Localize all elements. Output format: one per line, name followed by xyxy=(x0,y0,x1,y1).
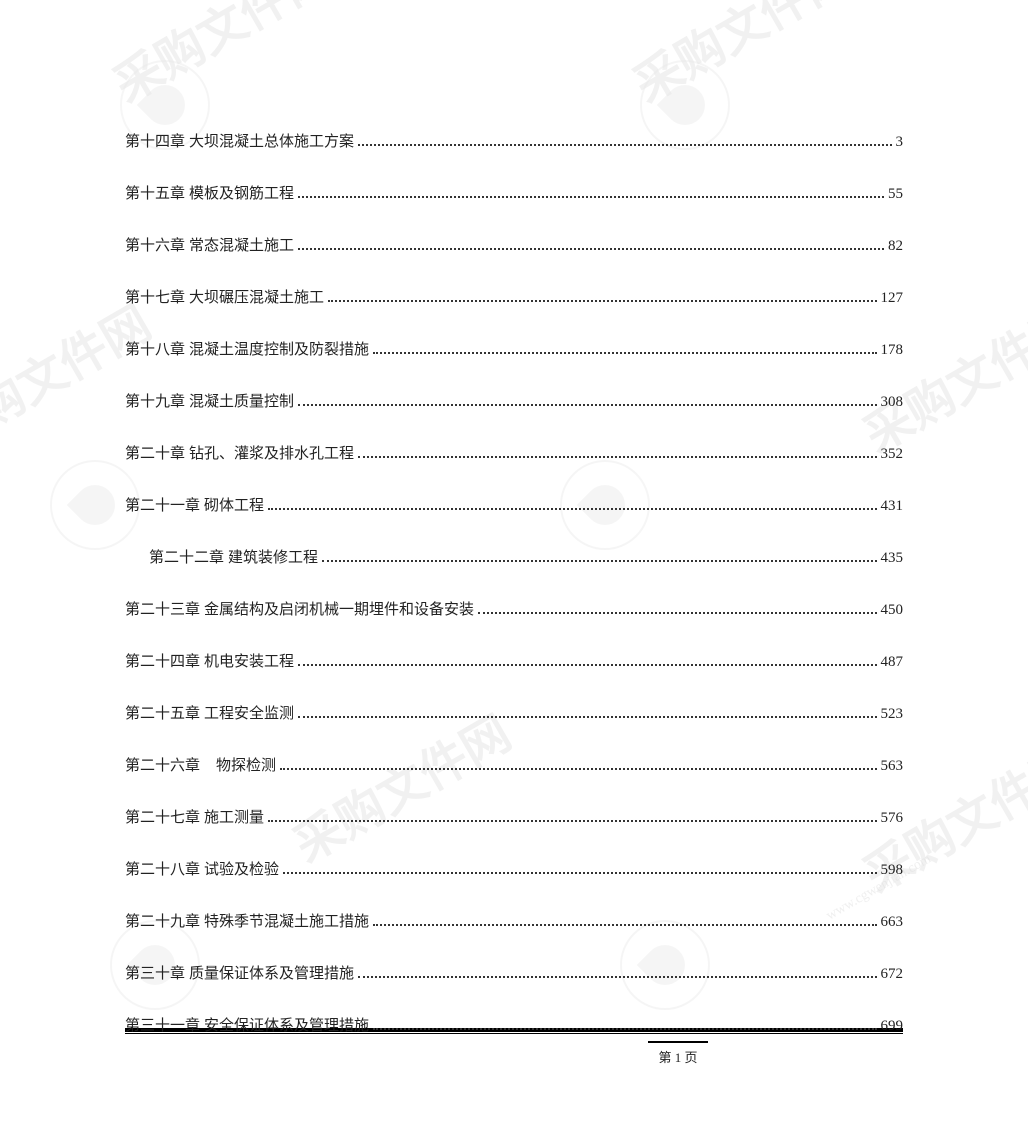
toc-page-number: 127 xyxy=(881,286,904,310)
toc-title: 混凝土温度控制及防裂措施 xyxy=(189,338,369,362)
toc-leader-dots xyxy=(298,716,876,718)
toc-page-number: 576 xyxy=(881,806,904,830)
toc-title: 大坝碾压混凝土施工 xyxy=(189,286,324,310)
toc-chapter: 第二十六章 xyxy=(125,754,200,778)
toc-chapter: 第二十四章 xyxy=(125,650,200,674)
toc-page-number: 431 xyxy=(881,494,904,518)
toc-title: 特殊季节混凝土施工措施 xyxy=(204,910,369,934)
page-number-text: 第 1 页 xyxy=(648,1047,708,1066)
toc-leader-dots xyxy=(358,976,876,978)
toc-chapter: 第二十三章 xyxy=(125,598,200,622)
toc-chapter: 第十五章 xyxy=(125,182,185,206)
toc-chapter: 第二十章 xyxy=(125,442,185,466)
toc-title: 施工测量 xyxy=(204,806,264,830)
toc-entry: 第二十三章 金属结构及启闭机械一期埋件和设备安装 450 xyxy=(125,598,903,622)
toc-leader-dots xyxy=(298,664,876,666)
toc-entry: 第二十四章 机电安装工程 487 xyxy=(125,650,903,674)
toc-entry: 第二十五章 工程安全监测 523 xyxy=(125,702,903,726)
toc-chapter: 第十四章 xyxy=(125,130,185,154)
toc-page-number: 178 xyxy=(881,338,904,362)
toc-chapter: 第二十五章 xyxy=(125,702,200,726)
toc-entry: 第二十六章 物探检测 563 xyxy=(125,754,903,778)
toc-page-number: 699 xyxy=(881,1014,904,1038)
toc-leader-dots xyxy=(373,1028,876,1030)
toc-entry: 第十九章 混凝土质量控制 308 xyxy=(125,390,903,414)
toc-chapter: 第二十七章 xyxy=(125,806,200,830)
toc-leader-dots xyxy=(283,872,876,874)
page-number-line xyxy=(648,1041,708,1043)
toc-chapter: 第二十一章 xyxy=(125,494,200,518)
toc-leader-dots xyxy=(328,300,876,302)
toc-leader-dots xyxy=(358,144,891,146)
toc-page-number: 523 xyxy=(881,702,904,726)
toc-entry: 第三十一章 安全保证体系及管理措施 699 xyxy=(125,1014,903,1038)
toc-leader-dots xyxy=(373,352,876,354)
toc-page-number: 663 xyxy=(881,910,904,934)
toc-page-number: 563 xyxy=(881,754,904,778)
toc-chapter: 第二十二章 xyxy=(149,546,224,570)
toc-chapter: 第十七章 xyxy=(125,286,185,310)
toc-title: 常态混凝土施工 xyxy=(189,234,294,258)
toc-title: 物探检测 xyxy=(216,754,276,778)
toc-leader-dots xyxy=(298,404,876,406)
toc-title: 机电安装工程 xyxy=(204,650,294,674)
toc-page-number: 308 xyxy=(881,390,904,414)
toc-chapter: 第十八章 xyxy=(125,338,185,362)
toc-entry: 第二十八章 试验及检验 598 xyxy=(125,858,903,882)
toc-container: 第十四章 大坝混凝土总体施工方案 3 第十五章 模板及钢筋工程 55 第十六章 … xyxy=(0,0,1028,1038)
footer-page-number: 第 1 页 xyxy=(648,1041,708,1066)
toc-title: 试验及检验 xyxy=(204,858,279,882)
toc-page-number: 598 xyxy=(881,858,904,882)
toc-chapter: 第十六章 xyxy=(125,234,185,258)
toc-title: 质量保证体系及管理措施 xyxy=(189,962,354,986)
toc-page-number: 435 xyxy=(881,546,904,570)
toc-title: 安全保证体系及管理措施 xyxy=(204,1014,369,1038)
toc-chapter: 第三十章 xyxy=(125,962,185,986)
toc-leader-dots xyxy=(298,196,884,198)
toc-page-number: 352 xyxy=(881,442,904,466)
toc-entry: 第二十二章 建筑装修工程 435 xyxy=(149,546,903,570)
toc-leader-dots xyxy=(298,248,884,250)
toc-entry: 第三十章 质量保证体系及管理措施 672 xyxy=(125,962,903,986)
toc-chapter: 第二十九章 xyxy=(125,910,200,934)
toc-entry: 第二十一章 砌体工程 431 xyxy=(125,494,903,518)
toc-entry: 第二十九章 特殊季节混凝土施工措施 663 xyxy=(125,910,903,934)
toc-page-number: 672 xyxy=(881,962,904,986)
toc-entry: 第十七章 大坝碾压混凝土施工 127 xyxy=(125,286,903,310)
toc-leader-dots xyxy=(478,612,876,614)
toc-page-number: 82 xyxy=(888,234,903,258)
toc-leader-dots xyxy=(268,508,876,510)
toc-title: 工程安全监测 xyxy=(204,702,294,726)
toc-leader-dots xyxy=(268,820,876,822)
toc-entry: 第二十章 钻孔、灌浆及排水孔工程 352 xyxy=(125,442,903,466)
toc-leader-dots xyxy=(358,456,876,458)
toc-page-number: 450 xyxy=(881,598,904,622)
toc-leader-dots xyxy=(280,768,876,770)
toc-title: 建筑装修工程 xyxy=(228,546,318,570)
toc-entry: 第十八章 混凝土温度控制及防裂措施 178 xyxy=(125,338,903,362)
toc-page-number: 487 xyxy=(881,650,904,674)
toc-chapter: 第三十一章 xyxy=(125,1014,200,1038)
toc-page-number: 55 xyxy=(888,182,903,206)
toc-leader-dots xyxy=(322,560,876,562)
toc-title: 大坝混凝土总体施工方案 xyxy=(189,130,354,154)
toc-entry: 第十六章 常态混凝土施工 82 xyxy=(125,234,903,258)
toc-title: 钻孔、灌浆及排水孔工程 xyxy=(189,442,354,466)
toc-title: 砌体工程 xyxy=(204,494,264,518)
toc-entry: 第十四章 大坝混凝土总体施工方案 3 xyxy=(125,130,903,154)
toc-chapter: 第二十八章 xyxy=(125,858,200,882)
toc-entry: 第十五章 模板及钢筋工程 55 xyxy=(125,182,903,206)
toc-leader-dots xyxy=(373,924,876,926)
toc-title: 模板及钢筋工程 xyxy=(189,182,294,206)
toc-chapter: 第十九章 xyxy=(125,390,185,414)
toc-entry: 第二十七章 施工测量 576 xyxy=(125,806,903,830)
toc-page-number: 3 xyxy=(896,130,904,154)
toc-title: 金属结构及启闭机械一期埋件和设备安装 xyxy=(204,598,474,622)
toc-title: 混凝土质量控制 xyxy=(189,390,294,414)
